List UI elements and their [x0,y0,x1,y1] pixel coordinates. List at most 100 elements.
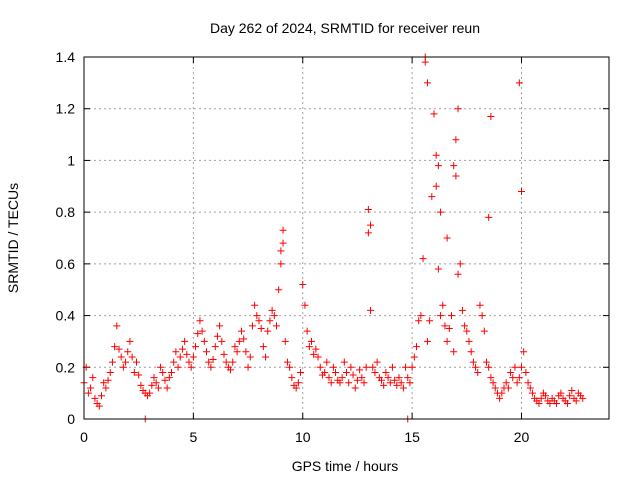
data-point [406,379,414,387]
grid [84,57,609,419]
data-point [450,162,458,170]
data-point [353,376,361,384]
data-point [161,376,169,384]
data-point [233,348,241,356]
data-point [323,358,331,366]
data-point [301,301,309,309]
data-point [176,353,184,361]
data-point [345,379,353,387]
data-point [513,379,521,387]
data-point [391,376,399,384]
data-point [281,337,289,345]
data-point [187,363,195,371]
data-point [203,348,210,356]
data-point [135,371,143,379]
data-point [417,312,425,320]
data-point [264,327,272,335]
data-point [430,110,438,118]
y-tick-label: 0 [67,411,75,427]
data-point [292,384,300,392]
data-point [489,379,497,387]
data-point [553,399,560,407]
data-point [461,322,469,330]
data-point [528,389,536,397]
data-point [246,353,254,361]
data-point [310,350,318,358]
data-point [297,368,305,376]
data-point [238,327,245,335]
data-point [283,358,291,366]
x-tick-label: 15 [404,429,420,445]
data-point [498,389,506,397]
data-point [456,260,464,268]
data-point [159,368,167,376]
chart-title: Day 262 of 2024, SRMTID for receiver reu… [210,20,480,36]
data-point [95,402,103,410]
x-axis-label: GPS time / hours [292,458,399,474]
data-point [520,348,528,356]
y-axis-ticks: 0 0.2 0.4 0.6 0.8 1 1.2 1.4 [56,49,609,427]
data-point [362,363,370,371]
data-point [347,363,355,371]
data-point [524,379,532,387]
data-point [415,317,423,325]
data-point [419,255,427,263]
data-point [478,312,486,320]
data-point [480,327,488,335]
data-point [122,358,130,366]
data-point [174,363,182,371]
data-point [242,348,250,356]
data-point [316,363,324,371]
data-point [437,208,445,216]
data-point [251,301,259,309]
data-point [378,376,385,384]
data-point [428,193,436,201]
data-point [518,187,525,195]
data-point [211,343,219,351]
data-point [511,363,519,371]
data-point [397,379,405,387]
data-point [84,389,92,397]
data-point [568,387,576,395]
data-point [356,366,364,374]
data-point [410,353,418,361]
data-point [154,384,162,392]
data-point [515,79,523,87]
data-point [115,345,123,353]
data-point [262,353,270,361]
data-point [434,265,442,273]
data-point [474,368,482,376]
data-point [340,358,348,366]
data-point [119,363,127,371]
data-point [198,327,206,335]
data-point [268,306,276,314]
data-point [469,358,477,366]
x-tick-label: 10 [295,429,311,445]
data-point [172,348,180,356]
data-point [485,213,493,221]
data-point [104,376,112,384]
data-point [483,358,490,366]
data-point [426,317,434,325]
data-point [364,229,372,237]
data-point [130,368,138,376]
data-point [515,374,523,382]
data-point [518,363,525,371]
data-point [487,112,495,120]
data-point [102,384,110,392]
data-point [150,374,158,382]
data-point [509,374,517,382]
data-point [222,358,230,366]
data-point [185,358,193,366]
data-point [432,151,440,159]
data-point [277,247,285,255]
x-tick-label: 20 [514,429,530,445]
data-point [476,301,484,309]
data-point [432,182,440,190]
data-point [408,363,416,371]
data-point [124,348,132,356]
data-point [277,260,285,268]
data-point [546,399,554,407]
data-point [327,379,335,387]
data-point [189,353,197,361]
